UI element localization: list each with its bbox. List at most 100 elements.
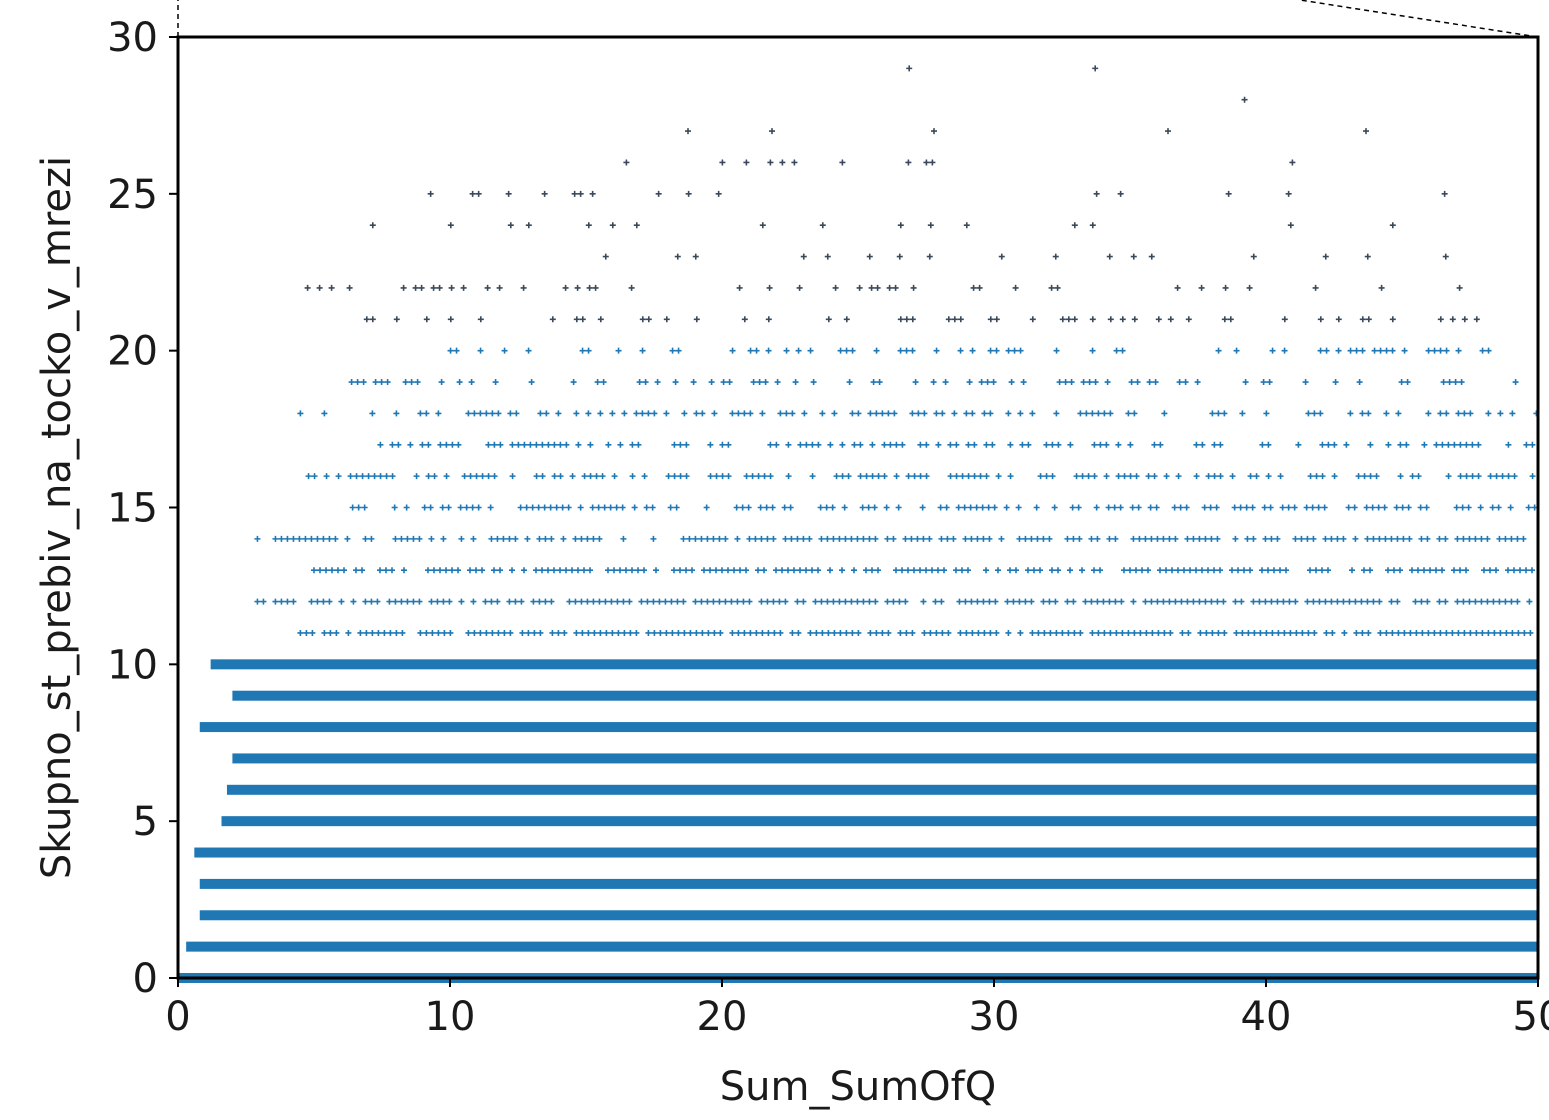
data-point <box>979 504 986 511</box>
data-point <box>885 629 892 636</box>
data-point <box>987 629 994 636</box>
data-point <box>897 316 904 323</box>
data-point <box>1133 567 1139 574</box>
data-point <box>314 598 321 605</box>
data-point <box>629 473 636 480</box>
data-point <box>824 535 831 542</box>
data-point <box>1217 441 1224 448</box>
data-point <box>1149 629 1156 636</box>
data-point <box>939 629 946 636</box>
data-point <box>1472 598 1479 605</box>
data-point <box>1067 567 1073 574</box>
data-point <box>1118 598 1125 605</box>
data-point <box>1415 473 1422 480</box>
zoom-connector-lines <box>177 0 1539 38</box>
data-point <box>953 441 960 448</box>
data-point <box>527 441 534 448</box>
data-point <box>1425 629 1432 636</box>
data-point <box>645 316 652 323</box>
data-point <box>596 598 603 605</box>
data-point <box>563 567 569 574</box>
data-point <box>685 128 691 135</box>
data-point <box>1249 504 1256 511</box>
data-point <box>941 567 947 574</box>
data-point <box>447 347 454 354</box>
data-point <box>1028 535 1035 542</box>
data-point <box>832 284 839 291</box>
data-point <box>1377 347 1384 354</box>
data-point <box>1289 159 1296 166</box>
data-point <box>1412 598 1419 605</box>
data-point <box>591 629 598 636</box>
data-point <box>1440 379 1447 386</box>
data-point <box>863 473 870 480</box>
data-point <box>868 284 875 291</box>
data-point <box>492 379 499 386</box>
data-point <box>893 441 900 448</box>
data-point <box>401 567 407 574</box>
data-point <box>1241 96 1248 103</box>
data-point <box>427 504 434 511</box>
data-point <box>566 598 573 605</box>
data-point <box>1243 504 1250 511</box>
data-point <box>866 535 873 542</box>
data-point <box>663 629 670 636</box>
data-point <box>381 629 388 636</box>
data-point <box>791 159 798 166</box>
data-point <box>507 222 514 229</box>
data-point <box>578 535 585 542</box>
data-point <box>1523 567 1529 574</box>
data-point <box>537 410 544 417</box>
data-point <box>719 159 726 166</box>
data-point <box>957 316 964 323</box>
data-point <box>854 535 861 542</box>
data-point <box>1064 598 1071 605</box>
data-point <box>1065 316 1072 323</box>
data-point <box>297 410 304 417</box>
data-point <box>603 629 610 636</box>
data-point <box>1467 629 1474 636</box>
data-point <box>1213 504 1220 511</box>
data-point <box>1398 379 1405 386</box>
data-point <box>1512 379 1519 386</box>
data-point <box>1196 598 1203 605</box>
data-point <box>333 629 340 636</box>
data-point <box>681 410 688 417</box>
data-point <box>423 629 430 636</box>
data-point <box>1153 504 1160 511</box>
data-point <box>845 473 852 480</box>
data-point <box>1237 504 1244 511</box>
data-point <box>707 473 714 480</box>
data-point <box>1176 379 1183 386</box>
data-point <box>873 629 880 636</box>
data-point <box>320 598 327 605</box>
data-point <box>1376 535 1383 542</box>
data-point <box>403 504 410 511</box>
data-point <box>1029 629 1036 636</box>
data-point <box>699 410 706 417</box>
data-point <box>321 629 328 636</box>
data-point <box>449 441 456 448</box>
data-point <box>1012 284 1019 291</box>
data-point <box>311 567 317 574</box>
data-point <box>1281 316 1288 323</box>
data-point <box>1079 567 1085 574</box>
data-point <box>831 410 838 417</box>
data-point <box>628 284 635 291</box>
data-point <box>1334 535 1341 542</box>
data-point <box>548 598 555 605</box>
data-point <box>525 222 532 229</box>
data-point <box>1475 441 1482 448</box>
data-point <box>417 629 424 636</box>
data-point <box>309 629 316 636</box>
data-point <box>769 128 775 135</box>
data-point <box>631 504 638 511</box>
data-point <box>572 535 579 542</box>
data-point <box>1287 222 1294 229</box>
point-row-y-18 <box>297 410 1540 417</box>
point-row-y-10 <box>210 659 1538 670</box>
data-point <box>1461 629 1468 636</box>
data-point <box>1457 567 1463 574</box>
data-point <box>797 567 803 574</box>
point-row-y-1 <box>186 941 1538 952</box>
